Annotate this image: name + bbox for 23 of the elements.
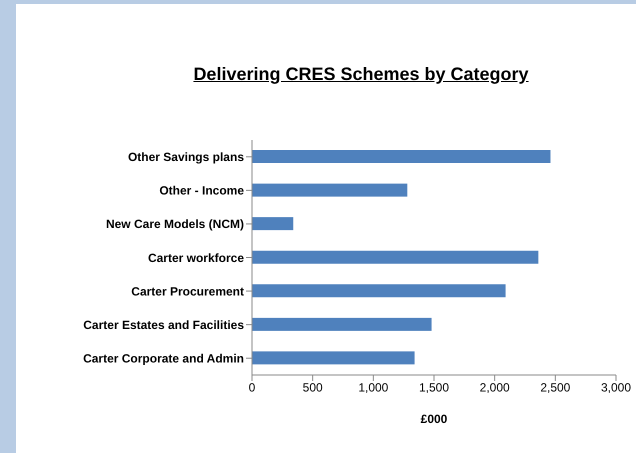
y-tick-label: Carter Procurement [131,284,244,298]
bar [252,184,408,197]
bar [252,318,432,331]
bar [252,217,294,230]
x-axis-title: £000 [420,412,448,426]
y-tick-label: Carter workforce [148,250,244,265]
x-tick-label: 1,500 [418,380,450,395]
y-tick-label: Other - Income [159,184,244,198]
x-tick-label: 3,000 [600,380,632,395]
chart-title: Delivering CRES Schemes by Category [192,64,530,85]
y-tick-label: Carter Estates and Facilities [83,318,244,332]
y-tick-label: New Care Models (NCM) [106,217,244,232]
x-tick-label: 2,000 [480,380,510,395]
x-tick-label: 2,500 [540,380,571,395]
bar [252,250,538,264]
x-tick-label: 0 [248,380,256,395]
x-tick-label: 1,000 [358,380,389,395]
y-tick-label: Other Savings plans [128,150,244,164]
bar [252,284,506,298]
bar [252,351,415,364]
x-tick-label: 500 [302,380,323,395]
bar [252,150,550,163]
y-tick-label: Carter Corporate and Admin [83,351,244,366]
